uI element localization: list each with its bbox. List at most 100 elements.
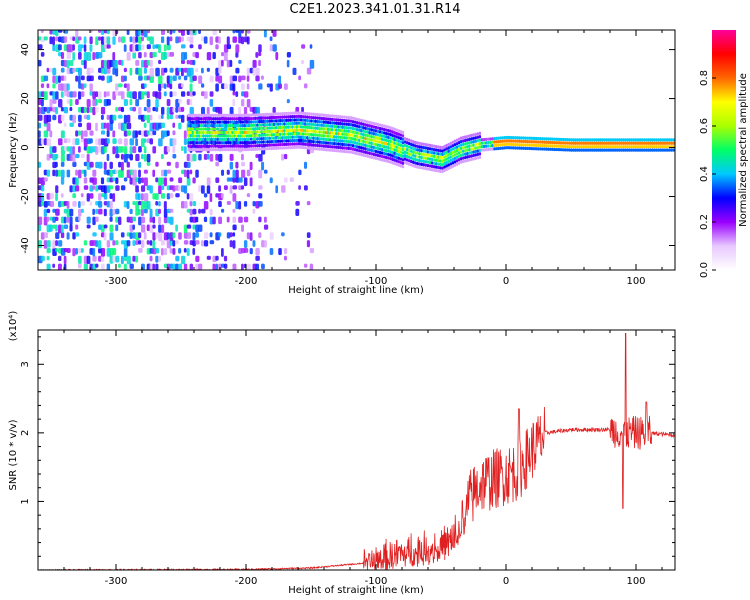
spectrogram-cell	[557, 141, 561, 145]
spectrogram-cell	[218, 185, 222, 192]
colorbar-strip	[712, 30, 736, 270]
spectrogram-cell	[109, 255, 114, 264]
spectrogram-cell	[227, 113, 230, 117]
spectrogram-cell	[609, 141, 613, 145]
spectrogram-cell	[335, 135, 338, 139]
spectrogram-cell	[285, 146, 288, 150]
spectrogram-cell	[181, 44, 186, 49]
spectrogram-cell	[169, 75, 173, 84]
spectrogram-cell	[215, 161, 219, 167]
spectrogram-cell	[270, 112, 274, 116]
spectrogram-cell	[285, 132, 288, 136]
spectrogram-cell	[310, 146, 313, 150]
spectrogram-cell	[226, 177, 231, 182]
spectrogram-cell	[428, 164, 432, 168]
spectrogram-cell	[63, 75, 67, 82]
spectrogram-cell	[445, 143, 448, 148]
spectrogram-cell	[331, 134, 334, 139]
spectrogram-cell	[331, 128, 334, 132]
spectrogram-cell	[655, 141, 658, 145]
spectrogram-cell	[362, 136, 365, 140]
spectrogram-cell	[611, 138, 615, 142]
spectrogram-cell	[112, 114, 117, 121]
spectrogram-cell	[603, 145, 606, 149]
spectrogram-cell	[380, 127, 384, 131]
spectrogram-cell	[293, 121, 296, 125]
spectrogram-cell	[66, 169, 71, 178]
spectrogram-cell	[289, 125, 292, 129]
spectrogram-cell	[489, 144, 492, 148]
spectrogram-cell	[38, 114, 43, 121]
spectrogram-cell	[275, 185, 279, 194]
spectrogram-cell	[189, 144, 192, 148]
spectrogram-cell	[160, 114, 164, 120]
spectrogram-cell	[109, 161, 113, 169]
spectrogram-cell	[391, 161, 394, 165]
spectrogram-cell	[135, 255, 139, 263]
spectrogram-cell	[301, 132, 305, 136]
spectrogram-cell	[220, 144, 224, 148]
spectrogram-cell	[308, 125, 311, 130]
spectrogram-cell	[638, 138, 642, 142]
spectrogram-cell	[397, 163, 400, 167]
spectrogram-cell	[166, 232, 170, 240]
spectrogram-cell	[120, 106, 125, 113]
spectrogram-cell	[595, 148, 598, 152]
spectrogram-cell	[306, 118, 309, 123]
spectrogram-cell	[262, 119, 265, 124]
spectrogram-cell	[335, 131, 338, 136]
spectrogram-cell	[303, 161, 308, 169]
spectrogram-cell	[545, 140, 548, 144]
spectrogram-cell	[524, 136, 527, 140]
spectrogram-cell	[397, 160, 400, 164]
spectrogram-cell	[360, 139, 363, 143]
spectrogram-cell	[597, 141, 600, 145]
spectrogram-cell	[260, 137, 263, 141]
spectrogram-cell	[472, 146, 475, 151]
spectrogram-cell	[274, 139, 278, 144]
spectrogram-cell	[112, 130, 116, 138]
spectrogram-cell	[193, 117, 197, 121]
spectrogram-cell	[152, 263, 156, 270]
spectrogram-cell	[160, 193, 166, 199]
spectrogram-cell	[221, 59, 224, 67]
spectrogram-cell	[238, 106, 242, 116]
spectrogram-cell	[389, 136, 392, 140]
spectrogram-cell	[66, 91, 71, 98]
spectrogram-cell	[335, 145, 338, 149]
spectrogram-cell	[576, 138, 579, 142]
spectrogram-cell	[224, 113, 228, 117]
spectrogram-cell	[78, 52, 82, 60]
spectrogram-cell	[183, 185, 188, 194]
spectrogram-cell	[439, 156, 442, 160]
spectrogram-cell	[443, 165, 446, 169]
spectrogram-cell	[241, 134, 244, 138]
spectrogram-cell	[526, 139, 529, 144]
spectrogram-cell	[249, 161, 253, 171]
spectrogram-cell	[279, 139, 282, 143]
spectrogram-cell	[649, 138, 652, 142]
spectrogram-cell	[322, 123, 326, 128]
spectrogram-cell	[212, 117, 215, 121]
spectrogram-cell	[112, 36, 116, 45]
spectrogram-cell	[224, 137, 228, 141]
spectrogram-cell	[326, 114, 330, 118]
spectrogram-cell	[343, 119, 346, 123]
spectrogram-cell	[218, 127, 222, 131]
spectrogram-cell	[238, 185, 243, 191]
spectrogram-cell	[407, 145, 411, 149]
spectrogram-cell	[395, 131, 398, 136]
spectrogram-cell	[289, 128, 292, 133]
spectrogram-cell	[55, 75, 59, 85]
spectrogram-cell	[199, 127, 203, 131]
spectrogram-cell	[237, 130, 240, 135]
spectrogram-cell	[103, 200, 108, 206]
spectrogram-cell	[595, 141, 598, 145]
spectrogram-cell	[189, 200, 193, 207]
spectrogram-cell	[380, 154, 384, 159]
spectrogram-cell	[52, 263, 56, 268]
spectrogram-cell	[98, 30, 102, 33]
spectrogram-cell	[383, 124, 386, 128]
spectrogram-cell	[58, 44, 62, 51]
spectrogram-cell	[266, 140, 269, 144]
